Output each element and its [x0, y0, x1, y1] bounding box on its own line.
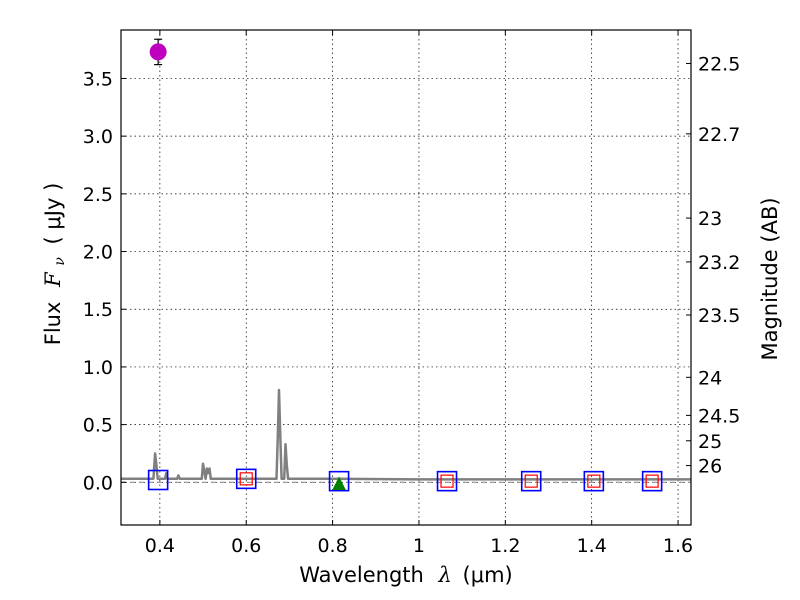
- y-tick-label: 1.5: [83, 299, 113, 321]
- y-tick-label: 0.5: [83, 415, 113, 437]
- spectrum-layer: [121, 388, 691, 483]
- y2-tick-label: 23: [698, 208, 722, 230]
- x-axis-label-symbol: λ: [438, 563, 452, 587]
- spectrum-line: [121, 388, 691, 481]
- y-tick-label: 0.0: [83, 472, 113, 494]
- y2-axis-label: Magnitude (AB): [758, 197, 782, 360]
- y-tick-label: 1.0: [83, 357, 113, 379]
- x-tick-label: 0.4: [145, 535, 175, 557]
- model-photometry-marker: [436, 470, 458, 492]
- y2-tick-label: 25: [698, 431, 722, 453]
- model-photometry-marker: [583, 470, 605, 492]
- x-axis-label: Wavelength λ (μm): [299, 563, 512, 587]
- x-tick-label: 0.6: [231, 535, 261, 557]
- upper-limit-marker: [239, 472, 253, 486]
- y2-tick-label: 23.2: [698, 252, 740, 274]
- y2-tick-label: 23.5: [698, 305, 740, 327]
- y-axis-label: Flux F ν ( μJy ): [41, 183, 69, 346]
- x-axis-label-text: Wavelength: [299, 563, 424, 587]
- model-photometry-marker: [235, 468, 257, 490]
- y2-tick-label: 22.5: [698, 53, 740, 75]
- y2-tick-label: 22.7: [698, 124, 740, 146]
- y2-tick-label: 24.5: [698, 405, 740, 427]
- upper-limit-marker: [645, 474, 659, 488]
- model-photometry-marker: [641, 470, 663, 492]
- y-axis-label-unit: ( μJy ): [41, 183, 65, 245]
- y-tick-label: 3.0: [83, 126, 113, 148]
- y2-tick-label: 24: [698, 367, 722, 389]
- grid-layer: [121, 30, 691, 525]
- marker-layer: [147, 38, 663, 492]
- y-axis-label-subscript: ν: [52, 257, 68, 266]
- x-tick-label: 1: [413, 535, 425, 557]
- x-tick-label: 1.2: [490, 535, 520, 557]
- x-tick-label: 1.6: [663, 535, 693, 557]
- model-photometry-marker: [147, 469, 169, 491]
- x-tick-label: 0.8: [317, 535, 347, 557]
- upper-limit-marker: [587, 474, 601, 488]
- upper-limit-marker: [524, 474, 538, 488]
- y2-tick-label: 26: [698, 456, 722, 478]
- model-photometry-marker: [520, 470, 542, 492]
- upper-limit-marker: [440, 474, 454, 488]
- y-tick-label: 2.0: [83, 242, 113, 264]
- y-axis-label-symbol: F: [41, 271, 65, 288]
- model-photometry-marker: [328, 470, 350, 492]
- detection-marker: [332, 476, 346, 490]
- y-tick-label: 3.5: [83, 68, 113, 90]
- plot-frame: [120, 29, 692, 526]
- tick-layer: 0.4 0.6 0.8 1 1.2 1.4 1.6 0.0 0.5 1.0 1.5 2.0 2.5 3.0…: [83, 30, 740, 557]
- y-axis-label-text: Flux: [41, 302, 65, 346]
- x-axis-label-unit: (μm): [463, 563, 513, 587]
- flux-point: [149, 43, 167, 61]
- y-tick-label: 2.5: [83, 184, 113, 206]
- x-tick-label: 1.4: [577, 535, 607, 557]
